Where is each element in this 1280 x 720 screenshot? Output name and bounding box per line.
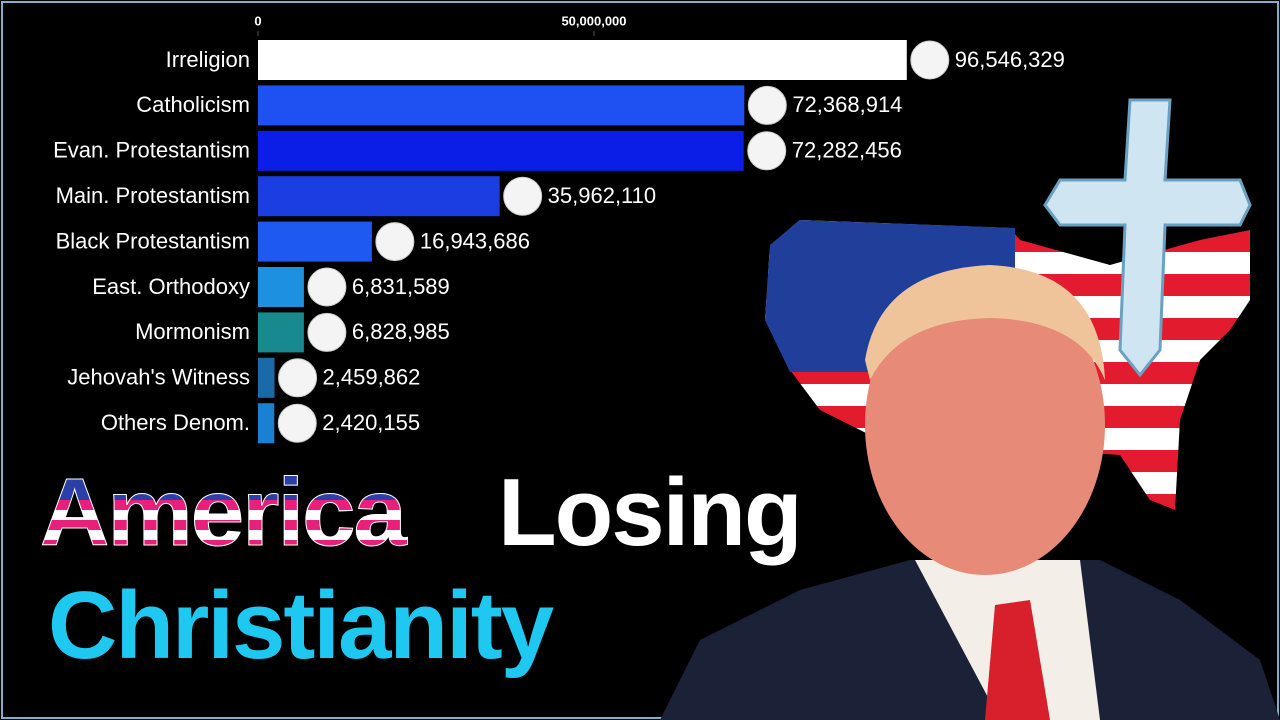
bar: [258, 267, 304, 307]
value-label: 6,831,589: [352, 274, 450, 299]
value-label: 96,546,329: [955, 47, 1065, 72]
category-label: Mormonism: [135, 319, 250, 344]
headline: Losing: [498, 459, 801, 566]
bar-icon: [277, 403, 317, 443]
x-tick-label: 50,000,000: [561, 13, 626, 28]
headline: Christianity: [48, 572, 554, 679]
bar-icon: [375, 222, 415, 262]
value-label: 2,459,862: [323, 365, 421, 390]
bar-icon: [747, 85, 787, 125]
category-label: Jehovah's Witness: [67, 365, 250, 390]
value-label: 35,962,110: [548, 183, 656, 208]
value-label: 6,828,985: [352, 319, 450, 344]
bar: [258, 85, 745, 126]
bar-icon: [307, 312, 347, 352]
category-label: Black Protestantism: [56, 228, 250, 253]
value-label: 2,420,155: [322, 410, 420, 435]
bar: [258, 130, 744, 171]
bar: [258, 312, 304, 353]
bar-icon: [503, 176, 543, 216]
person-photo: [660, 265, 1280, 720]
category-label: Others Denom.: [101, 410, 250, 435]
category-label: East. Orthodoxy: [92, 274, 250, 299]
category-label: Main. Protestantism: [56, 183, 250, 208]
bar-icon: [910, 40, 950, 80]
category-label: Catholicism: [136, 92, 250, 117]
value-label: 72,368,914: [792, 92, 902, 117]
value-label: 16,943,686: [420, 228, 530, 253]
bar-chart: 0 50,000,000 Irreligion 96,546,329 Catholici…: [53, 13, 1065, 444]
category-label: Evan. Protestantism: [53, 138, 250, 163]
headline: America: [40, 459, 408, 566]
bar-icon: [747, 131, 787, 171]
cross: [1043, 98, 1252, 378]
value-label: 72,282,456: [792, 138, 902, 163]
bar: [258, 40, 907, 80]
bar: [258, 221, 372, 262]
x-tick-label: 0: [254, 13, 261, 28]
bar: [258, 357, 275, 398]
bar: [258, 403, 275, 444]
bar-icon: [307, 267, 347, 307]
bar: [258, 176, 500, 217]
bar-icon: [278, 358, 318, 398]
category-label: Irreligion: [166, 47, 250, 72]
